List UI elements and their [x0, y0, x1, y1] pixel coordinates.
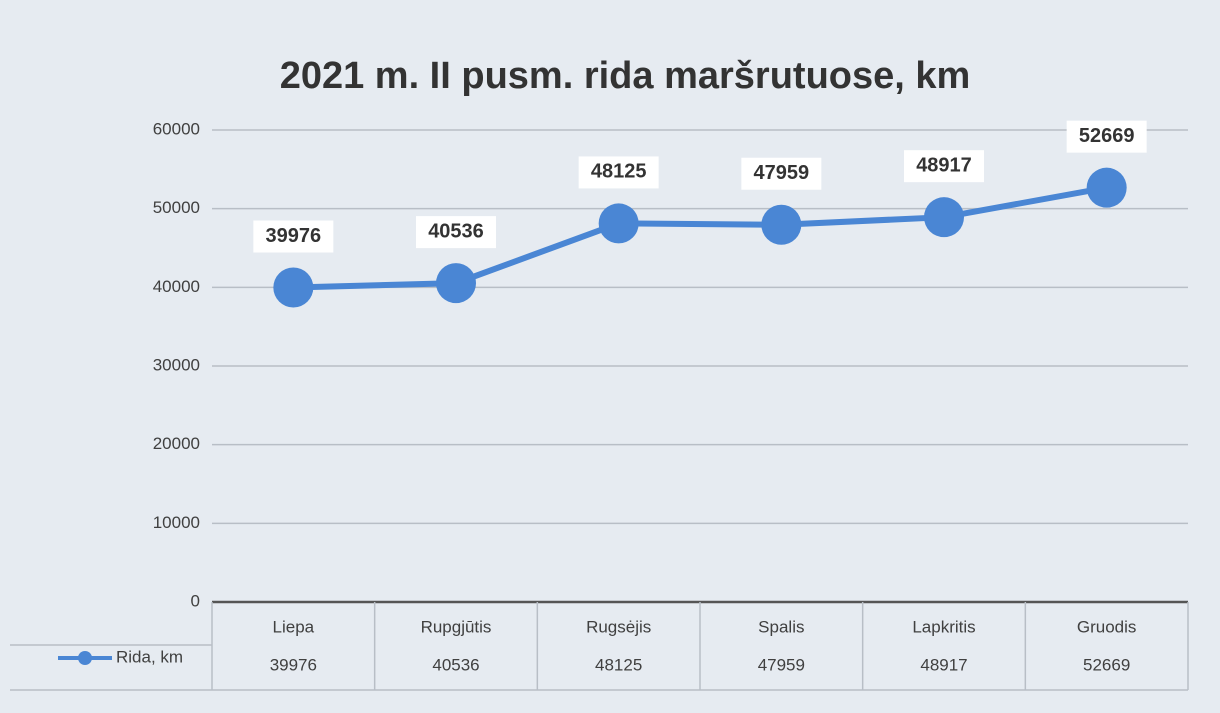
y-tick-label: 50000: [153, 198, 200, 217]
data-label-box: [416, 216, 496, 249]
table-value: 48917: [920, 655, 967, 674]
table-value: 39976: [270, 655, 317, 674]
data-label: 48125: [591, 161, 647, 183]
data-point: [598, 203, 639, 244]
table-value: 40536: [432, 655, 479, 674]
y-tick-label: 10000: [153, 513, 200, 532]
y-tick-label: 40000: [153, 277, 200, 296]
data-label-box: [904, 150, 984, 183]
chart-title: 2021 m. II pusm. rida maršrutuose, km: [280, 55, 971, 97]
data-label: 39976: [266, 225, 322, 247]
data-point: [924, 197, 964, 238]
table-value: 52669: [1083, 655, 1130, 674]
y-tick-label: 60000: [153, 119, 200, 138]
legend-label: Rida, km: [116, 647, 183, 666]
data-label: 40536: [428, 220, 484, 242]
table-value: 47959: [758, 655, 805, 674]
y-tick-label: 0: [191, 591, 200, 610]
data-point: [436, 263, 476, 304]
data-label-box: [741, 157, 822, 190]
x-tick-label: Rupgjūtis: [421, 617, 492, 636]
data-label: 48917: [916, 154, 972, 176]
data-label-box: [578, 156, 659, 189]
data-point: [761, 204, 802, 245]
x-tick-label: Spalis: [758, 617, 804, 636]
x-tick-label: Liepa: [273, 617, 315, 636]
data-label-box: [1066, 120, 1147, 153]
data-label-box: [253, 220, 334, 253]
table-value: 48125: [595, 655, 642, 674]
data-point: [273, 267, 314, 308]
x-tick-label: Gruodis: [1077, 617, 1137, 636]
y-tick-label: 20000: [153, 434, 200, 453]
data-label: 47959: [754, 162, 810, 184]
legend-marker: [78, 651, 92, 665]
data-label: 52669: [1079, 125, 1135, 147]
data-point: [1086, 167, 1127, 208]
x-tick-label: Rugsėjis: [586, 617, 651, 636]
x-tick-label: Lapkritis: [912, 617, 975, 636]
data-line: [293, 184, 1108, 291]
y-tick-label: 30000: [153, 355, 200, 374]
